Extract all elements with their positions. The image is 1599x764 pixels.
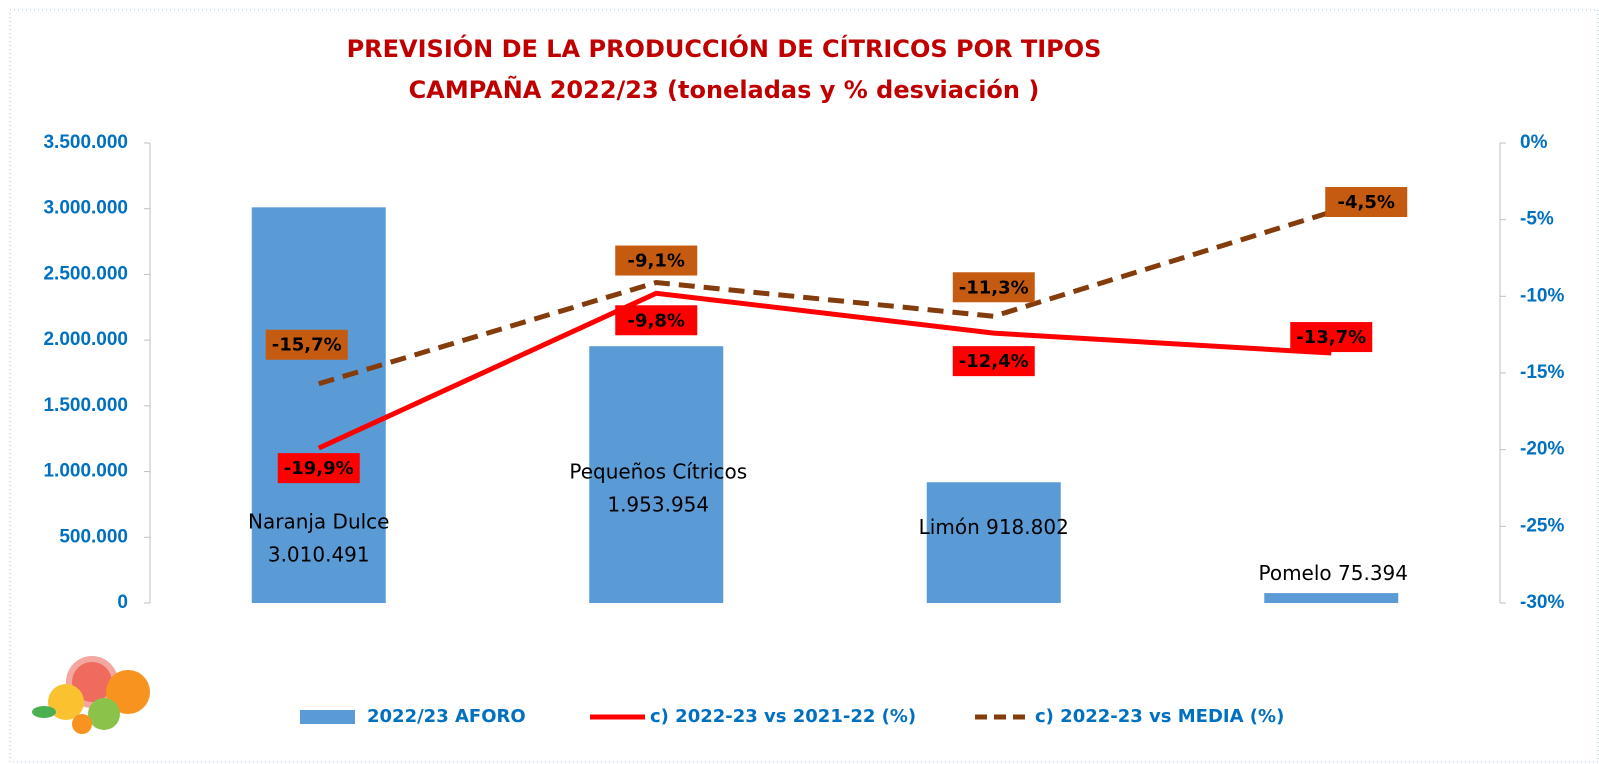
- data-label-box: [265, 329, 348, 360]
- data-label: -19,9%: [284, 458, 354, 479]
- bar-value-label: 1.953.954: [607, 493, 709, 517]
- chart-title: PREVISIÓN DE LA PRODUCCIÓN DE CÍTRICOS P…: [347, 33, 1102, 63]
- fruit-icon: [32, 656, 150, 734]
- bar: [1264, 593, 1399, 603]
- bar-value-label: 918.802: [986, 515, 1069, 539]
- data-label-box: [952, 346, 1035, 377]
- y-tick-label: 1.000.000: [43, 461, 128, 482]
- data-label-box: [1290, 322, 1373, 353]
- data-label-box: [277, 453, 360, 484]
- data-label: -9,8%: [628, 310, 685, 331]
- bar-label: Pomelo 75.394: [1258, 561, 1408, 585]
- bar: [926, 482, 1061, 603]
- data-label-box: [615, 305, 698, 336]
- data-label-box: [952, 272, 1035, 303]
- data-label-box: [1325, 187, 1408, 217]
- y2-tick-label: -30%: [1520, 592, 1564, 613]
- data-label-box: [615, 245, 698, 276]
- data-label: -4,5%: [1338, 192, 1395, 213]
- data-label: -12,4%: [959, 351, 1029, 372]
- legend-label: c) 2022-23 vs 2021-22 (%): [650, 706, 916, 727]
- y2-tick-label: -10%: [1520, 285, 1564, 306]
- bar-label: Limón 918.802: [919, 515, 1069, 539]
- data-label: -11,3%: [959, 277, 1029, 298]
- data-label: -9,1%: [628, 251, 685, 272]
- bar-value-label: 75.394: [1338, 561, 1408, 585]
- category-label: Pomelo: [1258, 561, 1331, 585]
- chart-subtitle: CAMPAÑA 2022/23 (toneladas y % desviació…: [409, 75, 1040, 104]
- y2-tick-label: -20%: [1520, 439, 1564, 460]
- bar: [251, 207, 386, 604]
- legend-swatch: [300, 710, 355, 724]
- y2-tick-label: -5%: [1520, 209, 1554, 230]
- legend-label: c) 2022-23 vs MEDIA (%): [1035, 706, 1284, 727]
- y-tick-label: 500.000: [59, 526, 128, 547]
- y2-tick-label: -15%: [1520, 362, 1564, 383]
- y2-tick-label: 0%: [1520, 132, 1548, 153]
- line: [317, 290, 1332, 451]
- y-tick-label: 2.000.000: [43, 329, 128, 350]
- data-label: -13,7%: [1296, 327, 1366, 348]
- legend-label: 2022/23 AFORO: [367, 706, 526, 727]
- y-tick-label: 0: [117, 592, 128, 613]
- category-label: Naranja Dulce: [248, 510, 389, 534]
- y2-tick-label: -25%: [1520, 515, 1564, 536]
- data-label: -15,7%: [272, 335, 342, 356]
- line: [318, 209, 1332, 387]
- category-label: Pequeños Cítricos: [569, 460, 747, 484]
- chart-border: [9, 9, 1599, 763]
- bar: [589, 346, 724, 603]
- bar-value-label: 3.010.491: [268, 543, 370, 567]
- y-tick-label: 3.500.000: [43, 132, 128, 153]
- y-tick-label: 2.500.000: [43, 263, 128, 284]
- category-label: Limón: [919, 515, 980, 539]
- y-tick-label: 1.500.000: [43, 395, 128, 416]
- y-tick-label: 3.000.000: [43, 198, 128, 219]
